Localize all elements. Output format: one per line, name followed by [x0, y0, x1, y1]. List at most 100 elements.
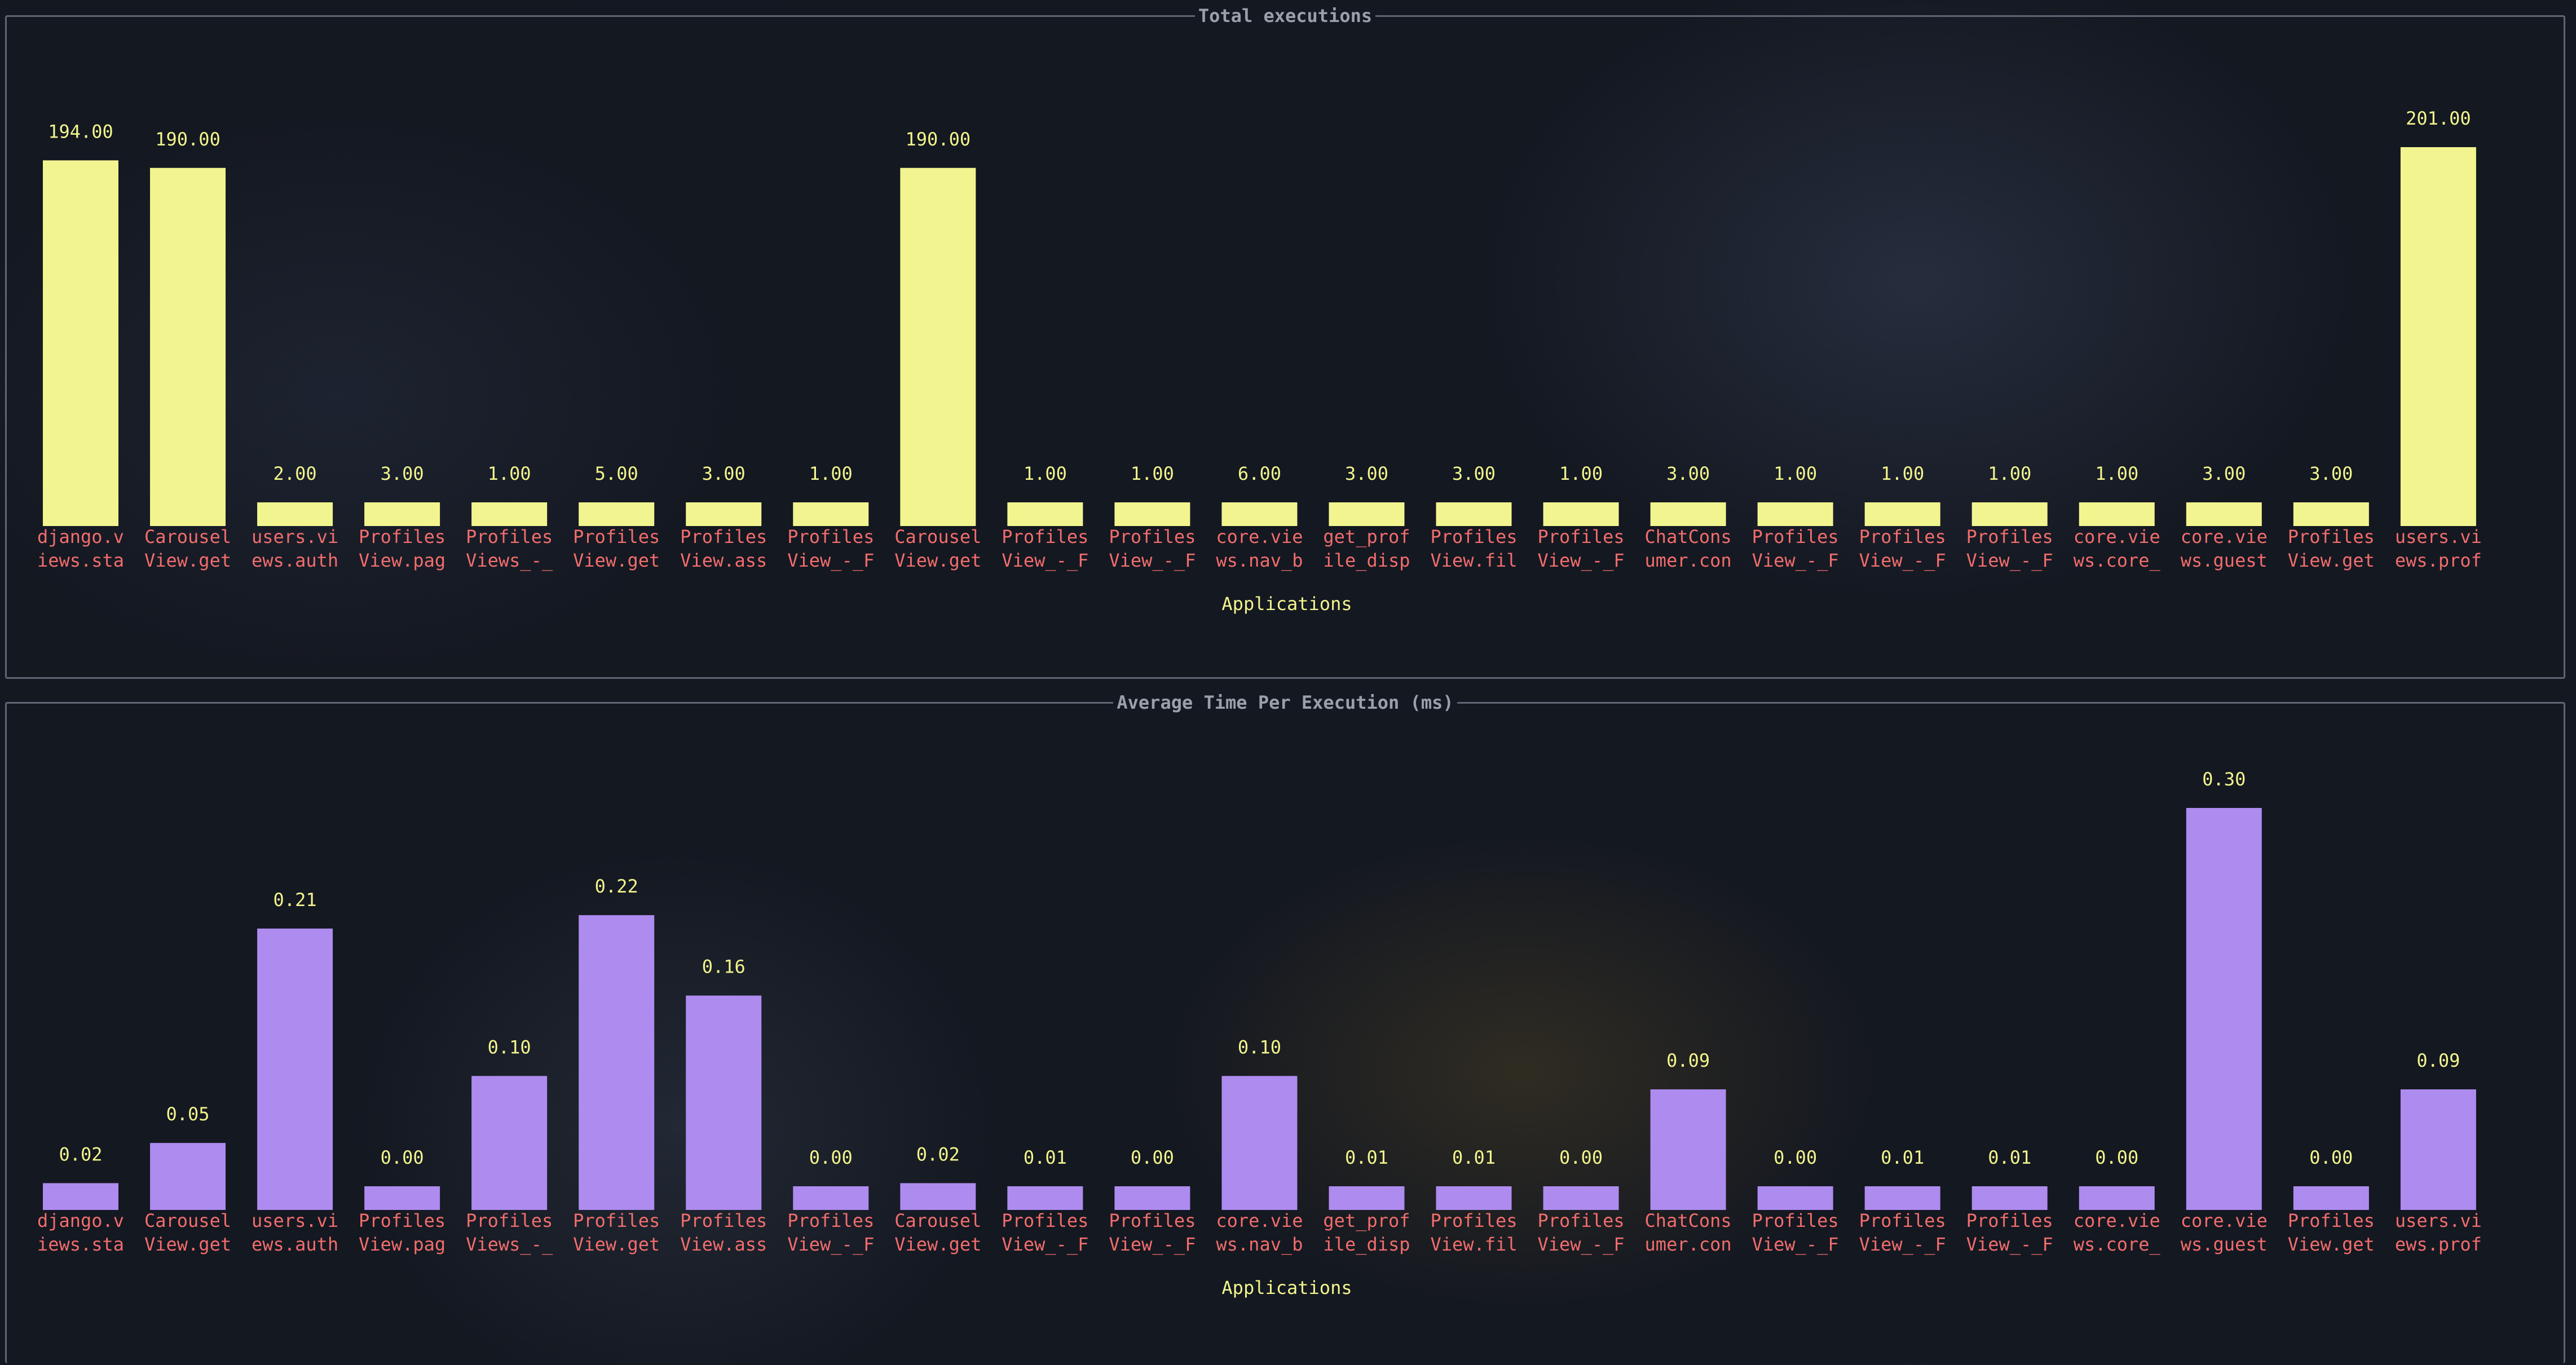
data-label: 0.05 — [166, 1103, 210, 1125]
category-label: View.get — [573, 1234, 660, 1255]
category-label: users.vi — [252, 1210, 338, 1231]
category-label: ile_disp — [1323, 550, 1410, 571]
bar — [900, 167, 976, 526]
data-label: 0.01 — [1345, 1147, 1388, 1168]
data-label: 1.00 — [1131, 463, 1174, 484]
bar — [150, 1143, 226, 1210]
bar — [2186, 502, 2262, 526]
data-label: 194.00 — [48, 121, 113, 142]
bar — [1971, 502, 2048, 526]
bar — [1007, 502, 1083, 526]
category-label: ws.guest — [2181, 1234, 2268, 1255]
data-label: 0.09 — [1666, 1050, 1710, 1071]
category-label: users.vi — [2395, 1210, 2482, 1231]
data-label: 3.00 — [1452, 463, 1496, 484]
category-label: View_-_F — [1859, 1234, 1946, 1255]
category-label: users.vi — [2395, 526, 2482, 547]
data-label: 0.22 — [595, 876, 638, 897]
category-label: View_-_F — [1002, 550, 1088, 571]
bar — [1864, 1186, 1940, 1210]
data-label: 0.00 — [1774, 1147, 1817, 1168]
category-label: Profiles — [680, 526, 767, 547]
category-label: ChatCons — [1645, 1210, 1732, 1231]
data-label: 3.00 — [702, 463, 746, 484]
data-label: 2.00 — [274, 463, 317, 484]
bar — [1329, 502, 1405, 526]
data-label: 3.00 — [381, 463, 424, 484]
category-label: View_-_F — [1752, 1234, 1839, 1255]
category-label: Views_-_ — [466, 550, 553, 571]
category-label: Carousel — [894, 526, 981, 547]
category-label: Profiles — [359, 526, 445, 547]
category-label: django.v — [37, 1210, 124, 1231]
category-label: Carousel — [894, 1210, 981, 1231]
category-label: Profiles — [2288, 1210, 2375, 1231]
category-label: View_-_F — [1537, 550, 1624, 571]
data-label: 3.00 — [1666, 463, 1710, 484]
bar — [1543, 502, 1619, 526]
category-label: ChatCons — [1645, 526, 1732, 547]
category-label: Views_-_ — [466, 1234, 553, 1255]
category-label: Profiles — [466, 1210, 553, 1231]
bar — [471, 502, 548, 526]
category-label: django.v — [37, 526, 124, 547]
data-label: 1.00 — [1559, 463, 1603, 484]
category-label: View_-_F — [1966, 1234, 2053, 1255]
bar — [364, 1186, 440, 1210]
category-label: Profiles — [1537, 526, 1624, 547]
category-label: Profiles — [1966, 1210, 2053, 1231]
category-label: iews.sta — [37, 1234, 124, 1255]
bar — [1114, 1186, 1190, 1210]
category-label: core.vie — [2181, 526, 2268, 547]
category-label: View_-_F — [1966, 550, 2053, 571]
category-label: ws.core_ — [2074, 1234, 2161, 1255]
data-label: 1.00 — [809, 463, 853, 484]
data-label: 0.10 — [488, 1036, 531, 1058]
category-label: iews.sta — [37, 550, 124, 571]
category-label: View.get — [2288, 550, 2375, 571]
category-label: Profiles — [1109, 1210, 1196, 1231]
data-label: 1.00 — [1881, 463, 1924, 484]
category-label: Profiles — [573, 1210, 660, 1231]
category-label: ws.nav_b — [1216, 550, 1303, 571]
category-label: get_prof — [1323, 1210, 1410, 1231]
category-label: Carousel — [144, 526, 231, 547]
data-label: 0.01 — [1024, 1147, 1067, 1168]
category-label: View.get — [894, 1234, 981, 1255]
category-label: View.pag — [359, 550, 445, 571]
bar — [2079, 502, 2155, 526]
data-label: 0.00 — [2095, 1147, 2138, 1168]
bar — [1007, 1186, 1083, 1210]
data-label: 0.01 — [1881, 1147, 1924, 1168]
category-label: core.vie — [2074, 1210, 2160, 1231]
category-label: Profiles — [1430, 526, 1517, 547]
data-label: 6.00 — [1238, 463, 1281, 484]
bar — [793, 1186, 869, 1210]
category-label: ews.auth — [252, 1234, 338, 1255]
data-label: 3.00 — [2309, 463, 2353, 484]
bar — [1543, 1186, 1619, 1210]
data-label: 0.00 — [1559, 1147, 1603, 1168]
bar — [1864, 502, 1940, 526]
category-label: View_-_F — [1002, 1234, 1088, 1255]
data-label: 0.00 — [1131, 1147, 1174, 1168]
data-label: 5.00 — [595, 463, 638, 484]
data-label: 1.00 — [1774, 463, 1817, 484]
category-label: core.vie — [1216, 526, 1303, 547]
category-label: View.get — [144, 1234, 231, 1255]
category-label: Profiles — [1752, 526, 1839, 547]
bar — [1221, 502, 1298, 526]
category-label: Profiles — [466, 526, 553, 547]
data-label: 0.00 — [381, 1147, 424, 1168]
data-label: 190.00 — [155, 129, 220, 150]
bar — [1329, 1186, 1405, 1210]
category-label: View.get — [573, 550, 660, 571]
data-label: 0.16 — [702, 956, 746, 978]
bar — [1650, 1089, 1726, 1210]
category-label: Profiles — [1966, 526, 2053, 547]
category-label: ile_disp — [1323, 1234, 1410, 1255]
bar — [900, 1183, 976, 1210]
category-label: Profiles — [1109, 526, 1196, 547]
category-label: View_-_F — [1752, 550, 1839, 571]
avg-time-panel: Average Time Per Execution (ms) 0.02 djan… — [5, 692, 2565, 1363]
